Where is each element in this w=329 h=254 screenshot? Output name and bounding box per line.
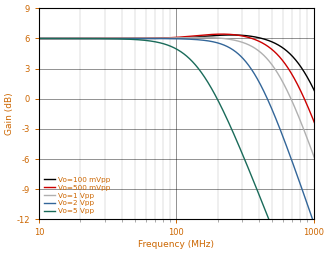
Legend: Vo=100 mVpp, Vo=500 mVpp, Vo=1 Vpp, Vo=2 Vpp, Vo=5 Vpp: Vo=100 mVpp, Vo=500 mVpp, Vo=1 Vpp, Vo=2… xyxy=(43,175,112,216)
Vo=5 Vpp xyxy=(219,106,223,109)
Vo=500 mVpp xyxy=(220,33,224,36)
Vo=5 Vpp xyxy=(82,37,86,40)
Vo=1 Vpp xyxy=(200,36,204,39)
Vo=500 mVpp xyxy=(82,37,86,40)
Line: Vo=100 mVpp: Vo=100 mVpp xyxy=(39,35,316,95)
Vo=2 Vpp xyxy=(248,65,252,68)
Vo=5 Vpp xyxy=(148,39,152,42)
Vo=5 Vpp xyxy=(200,71,204,74)
Vo=500 mVpp xyxy=(42,37,46,40)
Vo=1 Vpp xyxy=(220,37,224,40)
Vo=2 Vpp xyxy=(219,43,223,46)
Vo=100 mVpp xyxy=(42,37,46,40)
Vo=100 mVpp xyxy=(148,37,152,40)
Vo=500 mVpp xyxy=(248,36,252,39)
Vo=5 Vpp xyxy=(38,37,41,40)
Vo=1 Vpp xyxy=(197,36,201,39)
Line: Vo=2 Vpp: Vo=2 Vpp xyxy=(39,39,316,230)
Vo=100 mVpp xyxy=(230,34,234,37)
Vo=500 mVpp xyxy=(200,34,204,37)
Vo=5 Vpp xyxy=(42,37,46,40)
Vo=5 Vpp xyxy=(248,170,252,173)
Vo=2 Vpp xyxy=(42,37,46,40)
Vo=1 Vpp xyxy=(248,44,252,47)
Vo=2 Vpp xyxy=(315,229,318,232)
Vo=1 Vpp xyxy=(82,37,86,40)
Vo=500 mVpp xyxy=(38,37,41,40)
Line: Vo=500 mVpp: Vo=500 mVpp xyxy=(39,34,316,128)
Vo=100 mVpp xyxy=(38,37,41,40)
Vo=2 Vpp xyxy=(200,39,204,42)
Line: Vo=1 Vpp: Vo=1 Vpp xyxy=(39,37,316,163)
X-axis label: Frequency (MHz): Frequency (MHz) xyxy=(139,240,215,249)
Vo=100 mVpp xyxy=(200,35,204,38)
Vo=500 mVpp xyxy=(315,126,318,129)
Vo=1 Vpp xyxy=(315,162,318,165)
Vo=100 mVpp xyxy=(219,34,223,37)
Vo=2 Vpp xyxy=(148,37,152,40)
Vo=100 mVpp xyxy=(315,93,318,97)
Vo=1 Vpp xyxy=(38,37,41,40)
Vo=1 Vpp xyxy=(148,37,152,40)
Vo=100 mVpp xyxy=(248,35,252,38)
Vo=2 Vpp xyxy=(82,37,86,40)
Y-axis label: Gain (dB): Gain (dB) xyxy=(5,92,14,135)
Vo=1 Vpp xyxy=(42,37,46,40)
Vo=500 mVpp xyxy=(219,33,223,36)
Vo=2 Vpp xyxy=(38,37,41,40)
Vo=500 mVpp xyxy=(148,37,152,40)
Line: Vo=5 Vpp: Vo=5 Vpp xyxy=(39,39,316,254)
Vo=100 mVpp xyxy=(82,37,86,40)
